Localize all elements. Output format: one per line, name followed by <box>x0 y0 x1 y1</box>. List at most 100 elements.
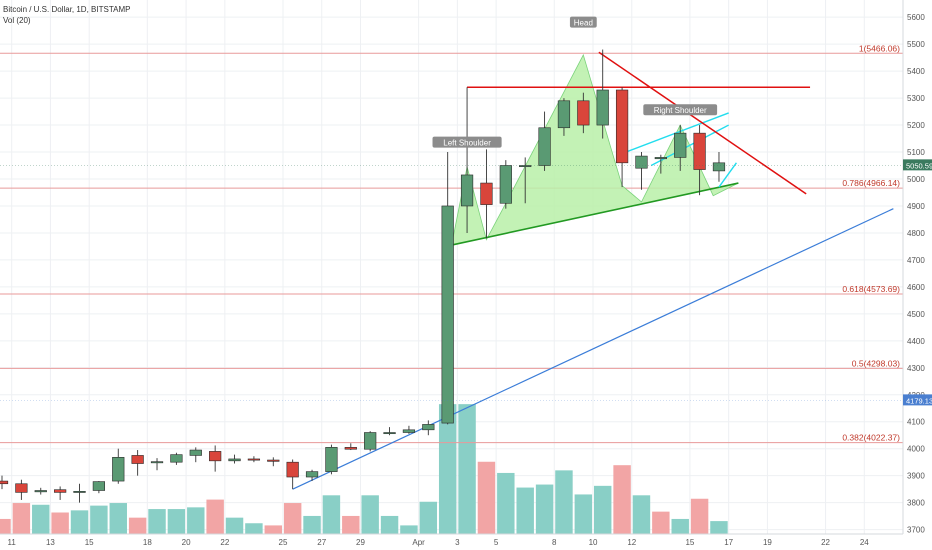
volume-bar <box>90 505 108 534</box>
candle-body <box>189 449 202 456</box>
time-tick-label: 3 <box>455 538 460 547</box>
fib-label: 0.5(4298.03) <box>852 358 900 368</box>
volume-bar <box>0 518 11 534</box>
volume-bar <box>264 525 283 534</box>
time-tick-label: 22 <box>220 538 229 547</box>
pattern-label-bg <box>643 104 718 116</box>
price-axis-bg <box>903 0 932 550</box>
volume-bar <box>70 510 89 534</box>
price-tag-bg <box>903 394 932 406</box>
candle-body <box>402 429 416 433</box>
annotation-layer: Left Shoulder Head Right Shoulder <box>432 16 718 148</box>
volume-bar <box>419 501 438 534</box>
volume-bar <box>109 503 127 534</box>
pattern-label: Left Shoulder <box>443 138 491 147</box>
price-tick-label: 4000 <box>907 445 925 454</box>
fib-label: 0.786(4966.14) <box>842 178 900 188</box>
price-tick-label: 5100 <box>907 148 925 157</box>
time-tick-label: 29 <box>356 538 365 547</box>
candle-body <box>247 458 261 461</box>
time-tick-label: 15 <box>85 538 94 547</box>
price-tick-label: 4600 <box>907 283 925 292</box>
channel-line-cyan <box>718 162 737 188</box>
time-tick-label: 17 <box>724 538 733 547</box>
price-tick-label: 5000 <box>907 175 925 184</box>
volume-bar <box>535 484 554 534</box>
time-tick-label: 22 <box>821 538 830 547</box>
volume-layer <box>0 404 728 534</box>
candle-body <box>0 480 9 485</box>
volume-bar <box>690 498 709 534</box>
candle-body <box>34 490 47 493</box>
candle-body <box>480 182 493 205</box>
candle-body <box>364 432 377 450</box>
volume-bar <box>671 518 689 534</box>
candle-body <box>693 132 706 170</box>
candle-body <box>460 174 474 207</box>
pattern-label: Right Shoulder <box>654 106 707 115</box>
candle-body <box>422 424 435 431</box>
volume-indicator-label[interactable]: Vol (20) <box>3 16 31 25</box>
candle-body <box>228 458 241 462</box>
candle-body <box>131 455 144 464</box>
price-tick-label: 4500 <box>907 310 925 319</box>
candle-body <box>557 100 571 129</box>
chart-legend: Bitcoin / U.S. Dollar, 1D, BITSTAMP Vol … <box>3 4 130 26</box>
volume-bar <box>148 509 166 534</box>
volume-bar <box>187 507 205 534</box>
volume-bar <box>322 495 341 534</box>
time-tick-label: 15 <box>685 538 694 547</box>
price-tag-label: 5050.59 <box>906 161 932 170</box>
volume-bar <box>593 485 612 534</box>
time-tick-label: 18 <box>143 538 152 547</box>
candle-body <box>73 491 86 493</box>
volume-bar <box>12 503 31 534</box>
pattern-label-bg <box>569 16 597 28</box>
time-tick-label: Apr <box>412 538 425 547</box>
candle-body <box>92 481 106 491</box>
candle-body <box>712 162 726 172</box>
candle-body <box>654 157 667 160</box>
price-tick-label: 4900 <box>907 202 925 211</box>
price-tick-label: 5400 <box>907 67 925 76</box>
candle-body <box>538 127 551 166</box>
candle-body <box>54 489 67 493</box>
candle-body <box>519 165 532 168</box>
neckline <box>451 182 739 246</box>
candles-layer <box>0 49 726 503</box>
volume-bar <box>555 470 573 534</box>
volume-bar <box>613 465 631 534</box>
volume-bar <box>206 499 224 534</box>
candle-body <box>344 447 357 450</box>
price-tick-label: 5200 <box>907 121 925 130</box>
resistance-line <box>598 51 807 195</box>
volume-bar <box>574 494 593 534</box>
candle-body <box>499 165 512 204</box>
candle-body <box>170 454 183 463</box>
time-tick-label: 12 <box>627 538 636 547</box>
volume-bar <box>380 515 399 534</box>
symbol-title: Bitcoin / U.S. Dollar, 1D, BITSTAMP <box>3 5 131 14</box>
price-tick-label: 4700 <box>907 256 925 265</box>
time-tick-label: 8 <box>552 538 557 547</box>
volume-bar <box>632 495 651 534</box>
volume-bar <box>497 472 515 534</box>
volume-bar <box>225 517 244 534</box>
price-tick-label: 5300 <box>907 94 925 103</box>
candle-body <box>577 100 590 126</box>
price-tag-label: 4179.13 <box>906 396 932 405</box>
volume-bar <box>477 461 496 534</box>
price-tick-label: 3800 <box>907 499 925 508</box>
volume-bar <box>51 512 69 534</box>
candle-body <box>635 155 648 169</box>
time-tick-label: 27 <box>317 538 326 547</box>
candle-body <box>15 483 28 493</box>
candle-body <box>596 89 609 126</box>
channel-line-cyan <box>625 112 729 153</box>
volume-bar <box>400 525 418 534</box>
price-tick-label: 4800 <box>907 229 925 238</box>
trendline-blue <box>292 208 894 490</box>
